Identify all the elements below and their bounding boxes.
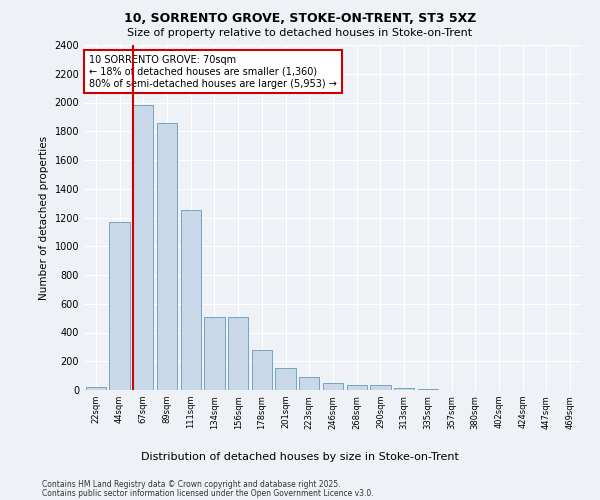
Bar [109,222,130,390]
Bar [252,350,272,390]
Bar [86,387,106,390]
Bar [228,316,248,390]
Bar [133,106,154,390]
Text: Size of property relative to detached houses in Stoke-on-Trent: Size of property relative to detached ho… [127,28,473,38]
Bar [299,377,319,390]
Bar [323,383,343,390]
Bar [275,368,296,390]
Bar [181,210,201,390]
Text: 10, SORRENTO GROVE, STOKE-ON-TRENT, ST3 5XZ: 10, SORRENTO GROVE, STOKE-ON-TRENT, ST3 … [124,12,476,26]
Bar [370,385,391,390]
Bar [347,385,367,390]
Text: Contains public sector information licensed under the Open Government Licence v3: Contains public sector information licen… [42,488,374,498]
Text: Distribution of detached houses by size in Stoke-on-Trent: Distribution of detached houses by size … [141,452,459,462]
Text: Contains HM Land Registry data © Crown copyright and database right 2025.: Contains HM Land Registry data © Crown c… [42,480,341,489]
Y-axis label: Number of detached properties: Number of detached properties [39,136,49,300]
Bar [157,122,177,390]
Bar [394,388,414,390]
Text: 10 SORRENTO GROVE: 70sqm
← 18% of detached houses are smaller (1,360)
80% of sem: 10 SORRENTO GROVE: 70sqm ← 18% of detach… [89,56,337,88]
Bar [205,316,224,390]
